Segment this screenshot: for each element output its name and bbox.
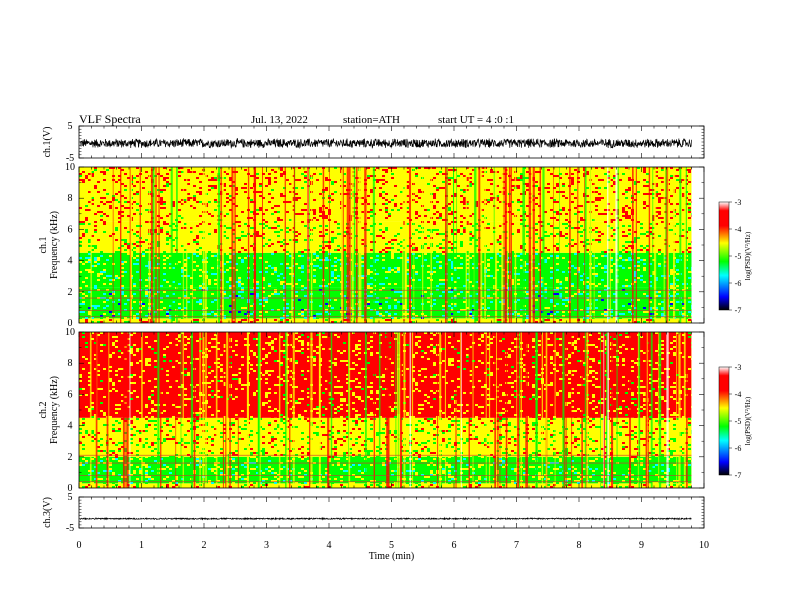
chart-title: VLF Spectra	[79, 112, 141, 126]
x-axis-label: Time (min)	[369, 551, 414, 562]
ch2-spectrogram-band	[79, 483, 692, 488]
ch3-waveform-ytick-label: 5	[68, 492, 73, 503]
ch1-spectrogram-colorbar-tick-label: -4	[735, 225, 742, 234]
x-tick-label: 4	[327, 540, 332, 551]
ch2-spectrogram-colorbar-tick-label: -5	[735, 417, 742, 426]
ch2-spectrogram-colorbar-tick-label: -3	[735, 363, 742, 372]
x-tick-label: 0	[77, 540, 82, 551]
ch2-spectrogram-nodata	[691, 332, 704, 488]
ch2-spectrogram-ytick-label: 10	[65, 327, 75, 338]
ch2-spectrogram-image	[79, 332, 694, 488]
ch3-waveform-trace	[79, 516, 692, 521]
x-tick-label: 2	[202, 540, 207, 551]
ch1-spectrogram-colorbar-tick-label: -5	[735, 252, 742, 261]
x-tick-label: 10	[699, 540, 709, 551]
ch3-waveform-ylabel: ch.3(V)	[42, 497, 53, 528]
start-ut-label: start UT = 4 :0 :1	[438, 114, 514, 126]
ch1-spectrogram-nodata	[691, 167, 704, 323]
ch2-spectrogram-colorbar-tick-label: -6	[735, 444, 742, 453]
ch2-spectrogram-ytick-label: 2	[68, 452, 73, 463]
ch3-waveform-ytick-label: -5	[66, 523, 74, 534]
x-tick-label: 9	[639, 540, 644, 551]
ch1-spectrogram-ytick-label: 10	[65, 162, 75, 173]
station-label: station=ATH	[343, 114, 400, 126]
x-tick-label: 6	[452, 540, 457, 551]
ch2-spectrogram-ylabel-channel: ch.2	[38, 402, 49, 419]
x-tick-label: 8	[577, 540, 582, 551]
ch2-spectrogram-colorbar-tick-label: -4	[735, 390, 742, 399]
ch1-waveform-ylabel: ch.1(V)	[42, 127, 53, 158]
ch1-spectrogram-colorbar	[719, 202, 729, 310]
ch2-spectrogram-colorbar-label: log(PSD)(V²/Hz)	[744, 396, 752, 445]
x-tick-label: 5	[389, 540, 394, 551]
ch1-spectrogram-colorbar-tick-label: -6	[735, 279, 742, 288]
ch1-spectrogram-ytick-label: 2	[68, 287, 73, 298]
x-tick-label: 7	[514, 540, 519, 551]
ch1-spectrogram-ylabel-channel: ch.1	[38, 237, 49, 254]
ch2-spectrogram-ytick-label: 6	[68, 389, 73, 400]
ch1-spectrogram-colorbar-label: log(PSD)(V²/Hz)	[744, 231, 752, 280]
x-tick-label: 3	[264, 540, 269, 551]
date-label: Jul. 13, 2022	[251, 114, 308, 126]
ch1-spectrogram-image	[79, 167, 694, 323]
ch1-waveform-ytick-label: 5	[68, 121, 73, 132]
x-tick-label: 1	[139, 540, 144, 551]
ch2-spectrogram-ytick-label: 0	[68, 483, 73, 494]
ch2-spectrogram-ytick-label: 4	[68, 421, 73, 432]
ch1-waveform-ytick-label: -5	[66, 153, 74, 164]
ch1-spectrogram-ytick-label: 0	[68, 318, 73, 329]
ch2-spectrogram-ytick-label: 8	[68, 358, 73, 369]
ch2-spectrogram-ylabel-frequency: Frequency (kHz)	[49, 376, 60, 444]
ch1-spectrogram-colorbar-tick-label: -7	[735, 306, 742, 315]
ch1-spectrogram-ytick-label: 6	[68, 224, 73, 235]
ch1-spectrogram-colorbar-tick-label: -3	[735, 198, 742, 207]
ch1-spectrogram-ylabel-frequency: Frequency (kHz)	[49, 211, 60, 279]
ch1-spectrogram-ytick-label: 8	[68, 193, 73, 204]
ch2-spectrogram-colorbar	[719, 367, 729, 475]
ch2-spectrogram-colorbar-tick-label: -7	[735, 471, 742, 480]
ch1-spectrogram-ytick-label: 4	[68, 256, 73, 267]
ch1-waveform-trace	[79, 137, 692, 149]
